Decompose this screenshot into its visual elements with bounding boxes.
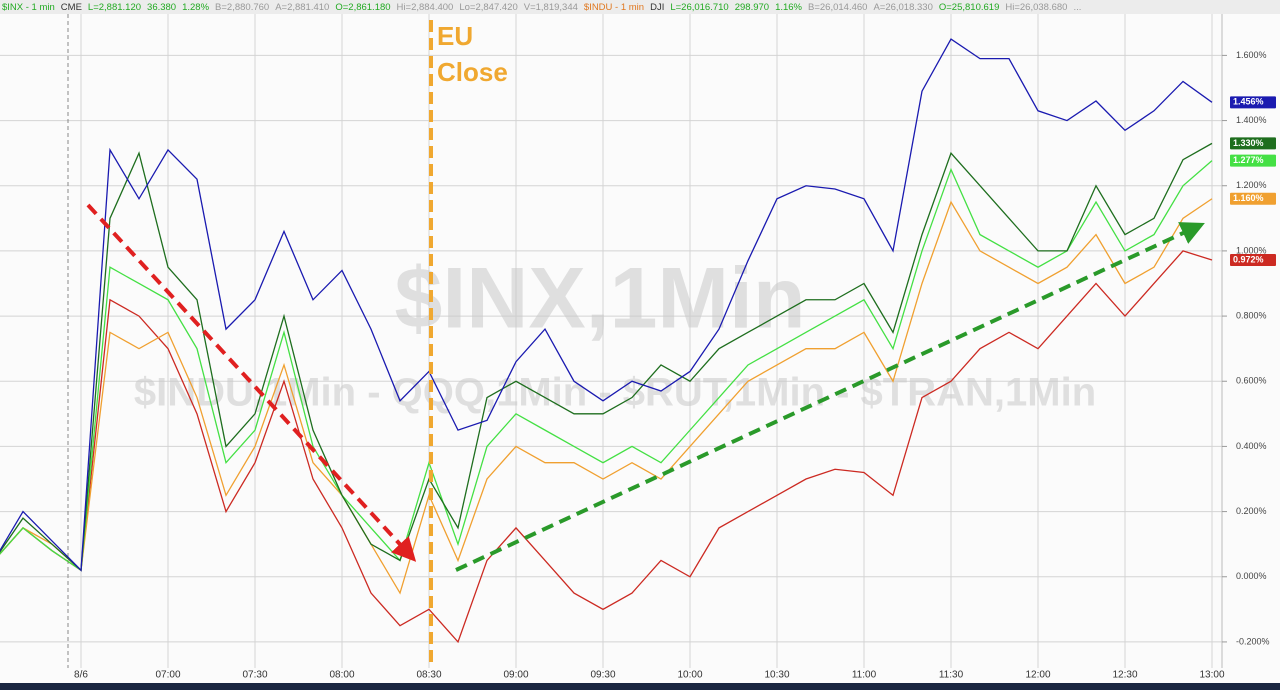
series-line <box>0 38 1213 572</box>
x-tick-label: 09:00 <box>503 670 528 681</box>
y-tick-label: 1.000% <box>1236 245 1267 255</box>
grid <box>0 14 1222 668</box>
header-item: DJI <box>650 2 664 13</box>
y-tick-label: 0.000% <box>1236 571 1267 581</box>
header-item: B=26,014.460 <box>808 2 867 13</box>
header-item: O=2,861.180 <box>335 2 390 13</box>
y-tick-label: 1.400% <box>1236 115 1267 125</box>
series-line <box>0 160 1213 572</box>
x-tick-label: 13:00 <box>1199 670 1224 681</box>
x-tick-label: 12:00 <box>1025 670 1050 681</box>
header-item: $INX - 1 min <box>2 2 55 13</box>
series-line <box>0 250 1213 644</box>
y-tick-label: 0.400% <box>1236 441 1267 451</box>
header-item: ... <box>1073 2 1081 13</box>
last-value-flag <box>1230 254 1276 267</box>
x-tick-label: 12:30 <box>1112 670 1137 681</box>
series-line <box>0 142 1213 572</box>
x-tick-label: 07:30 <box>242 670 267 681</box>
header-item: L=2,881.120 <box>88 2 141 13</box>
last-value-label: 0.972% <box>1233 254 1264 264</box>
header-item: Lo=2,847.420 <box>459 2 517 13</box>
x-tick-label: 07:00 <box>155 670 180 681</box>
last-value-flag <box>1230 96 1276 109</box>
header-item: 36.380 <box>147 2 176 13</box>
header-item: $INDU - 1 min <box>584 2 644 13</box>
last-value-label: 1.330% <box>1233 138 1264 148</box>
header-bar <box>0 0 1280 14</box>
last-value-label: 1.456% <box>1233 97 1264 107</box>
watermark-group: $INX,1Min $INDU,1Min - QQQ,1Min - $RUT,1… <box>134 251 1096 415</box>
header-item: V=1,819,344 <box>524 2 578 13</box>
x-tick-label: 08:30 <box>416 670 441 681</box>
bottom-bar <box>0 683 1280 690</box>
header-item: Hi=26,038.680 <box>1005 2 1067 13</box>
last-value-flag <box>1230 154 1276 167</box>
header-item: CME <box>61 2 82 13</box>
x-tick-label: 11:00 <box>852 670 877 681</box>
header-item: Hi=2,884.400 <box>397 2 454 13</box>
header-item: 298.970 <box>735 2 769 13</box>
header-item: O=25,810.619 <box>939 2 999 13</box>
axes: -0.200% 0.000% 0.200% 0.400% 0.600% 0.800% 1.0… <box>74 50 1276 681</box>
watermark: $INX,1Min <box>395 251 806 347</box>
annotation: EU <box>437 21 473 51</box>
header-item: 1.28% <box>182 2 209 13</box>
header-item: 1.16% <box>775 2 802 13</box>
x-tick-label: 08:00 <box>329 670 354 681</box>
annotation: Close <box>437 57 508 87</box>
header-item: B=2,880.760 <box>215 2 269 13</box>
x-tick-label: 10:00 <box>677 670 702 681</box>
lines <box>0 38 1213 644</box>
header-item: L=26,016.710 <box>670 2 728 13</box>
x-tick-label: 10:30 <box>764 670 789 681</box>
header-item: A=26,018.330 <box>873 2 932 13</box>
trend-arrow <box>455 222 1205 572</box>
y-tick-label: -0.200% <box>1236 636 1270 646</box>
y-tick-label: 1.200% <box>1236 180 1267 190</box>
y-tick-label: 0.800% <box>1236 310 1267 320</box>
x-tick-label: 09:30 <box>590 670 615 681</box>
x-tick-label: 11:30 <box>939 670 964 681</box>
y-tick-label: 0.600% <box>1236 376 1267 386</box>
last-value-flag <box>1230 137 1276 150</box>
header: $INX - 1 min CME L=2,881.120 36.380 1.28% B=2… <box>2 2 1081 13</box>
trend-arrow <box>86 203 417 562</box>
last-value-label: 1.160% <box>1233 193 1264 203</box>
header-item: A=2,881.410 <box>275 2 329 13</box>
last-value-label: 1.277% <box>1233 155 1264 165</box>
y-tick-label: 1.600% <box>1236 50 1267 60</box>
y-tick-label: 0.200% <box>1236 506 1267 516</box>
series-line <box>0 198 1213 595</box>
x-tick-label: 8/6 <box>74 670 88 681</box>
last-value-flag <box>1230 192 1276 205</box>
